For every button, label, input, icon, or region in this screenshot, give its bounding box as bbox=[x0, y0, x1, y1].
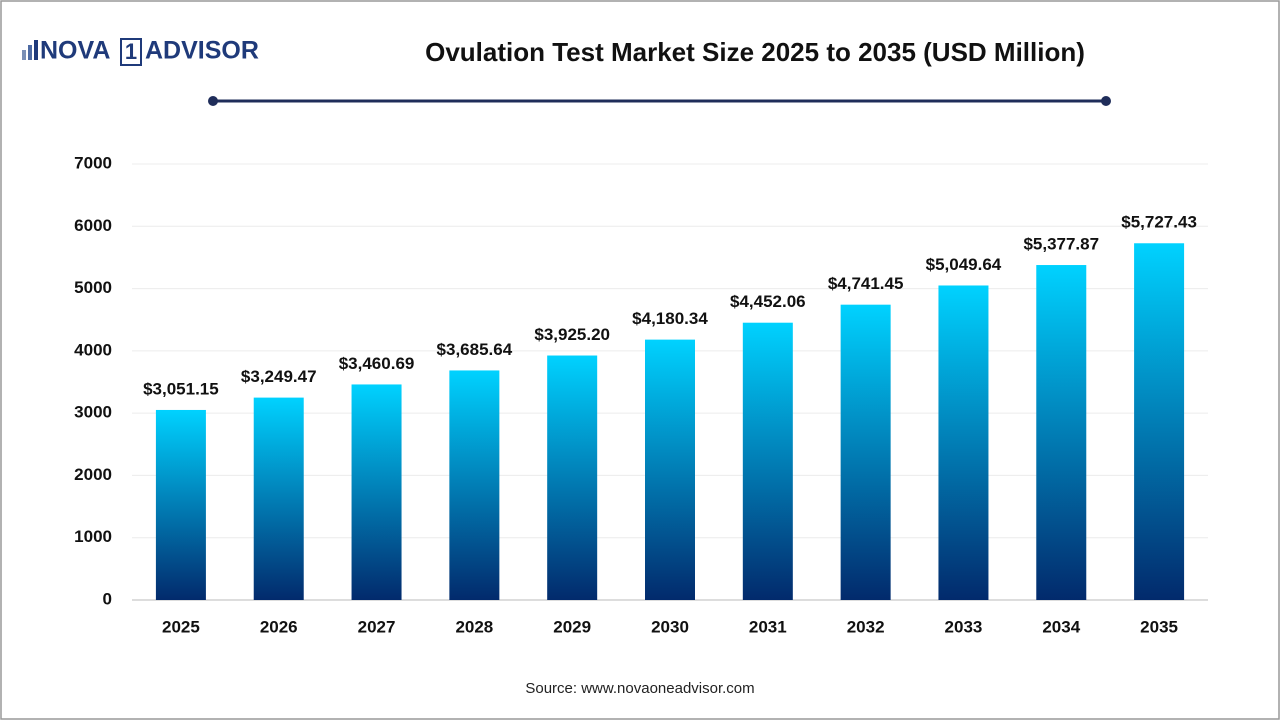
data-label: $4,180.34 bbox=[632, 309, 708, 328]
y-tick-label: 6000 bbox=[74, 216, 112, 235]
data-label: $5,727.43 bbox=[1121, 213, 1197, 232]
x-tick-label: 2034 bbox=[1042, 617, 1080, 636]
x-tick-label: 2030 bbox=[651, 617, 689, 636]
data-label: $4,741.45 bbox=[828, 274, 904, 293]
y-tick-label: 1000 bbox=[74, 527, 112, 546]
x-tick-label: 2026 bbox=[260, 617, 298, 636]
logo-text: 1 bbox=[125, 39, 137, 64]
bar bbox=[449, 370, 500, 600]
logo-text: ADVISOR bbox=[145, 37, 259, 65]
bar bbox=[840, 304, 891, 600]
y-tick-label: 4000 bbox=[74, 340, 112, 359]
x-tick-label: 2028 bbox=[455, 617, 493, 636]
x-tick-label: 2032 bbox=[847, 617, 885, 636]
bar bbox=[253, 397, 304, 600]
data-label: $5,049.64 bbox=[926, 255, 1002, 274]
bar bbox=[742, 322, 793, 600]
rule-dot bbox=[208, 96, 218, 106]
bar bbox=[547, 355, 598, 600]
logo-icon bbox=[22, 50, 26, 60]
source: Source: www.novaoneadvisor.com bbox=[525, 680, 754, 697]
data-label: $3,925.20 bbox=[534, 325, 610, 344]
x-tick-label: 2027 bbox=[358, 617, 396, 636]
y-tick-label: 2000 bbox=[74, 465, 112, 484]
logo-icon bbox=[28, 45, 32, 60]
bar bbox=[1134, 243, 1185, 600]
logo-box bbox=[120, 38, 142, 66]
bar bbox=[1036, 265, 1087, 600]
y-tick-label: 3000 bbox=[74, 403, 112, 422]
x-tick-label: 2031 bbox=[749, 617, 787, 636]
chart-title: Ovulation Test Market Size 2025 to 2035 … bbox=[425, 37, 1085, 67]
y-tick-label: 5000 bbox=[74, 278, 112, 297]
x-tick-label: 2025 bbox=[162, 617, 200, 636]
data-label: $3,685.64 bbox=[437, 340, 513, 359]
rule-dot bbox=[1101, 96, 1111, 106]
logo-icon bbox=[34, 40, 38, 60]
data-label: $3,460.69 bbox=[339, 354, 415, 373]
bar bbox=[938, 285, 989, 600]
y-tick-label: 0 bbox=[103, 589, 112, 608]
data-label: $4,452.06 bbox=[730, 292, 806, 311]
data-label: $5,377.87 bbox=[1023, 235, 1099, 254]
bar bbox=[645, 339, 695, 600]
logo: NOVA 1 ADVISOR bbox=[22, 37, 259, 66]
logo-text: NOVA bbox=[40, 37, 110, 65]
data-label: $3,051.15 bbox=[143, 379, 219, 398]
bar bbox=[351, 384, 402, 600]
y-tick-label: 7000 bbox=[74, 153, 112, 172]
data-label: $3,249.47 bbox=[241, 367, 317, 386]
x-tick-label: 2035 bbox=[1140, 617, 1178, 636]
x-tick-label: 2033 bbox=[945, 617, 983, 636]
x-tick-label: 2029 bbox=[553, 617, 591, 636]
bar bbox=[155, 409, 206, 600]
